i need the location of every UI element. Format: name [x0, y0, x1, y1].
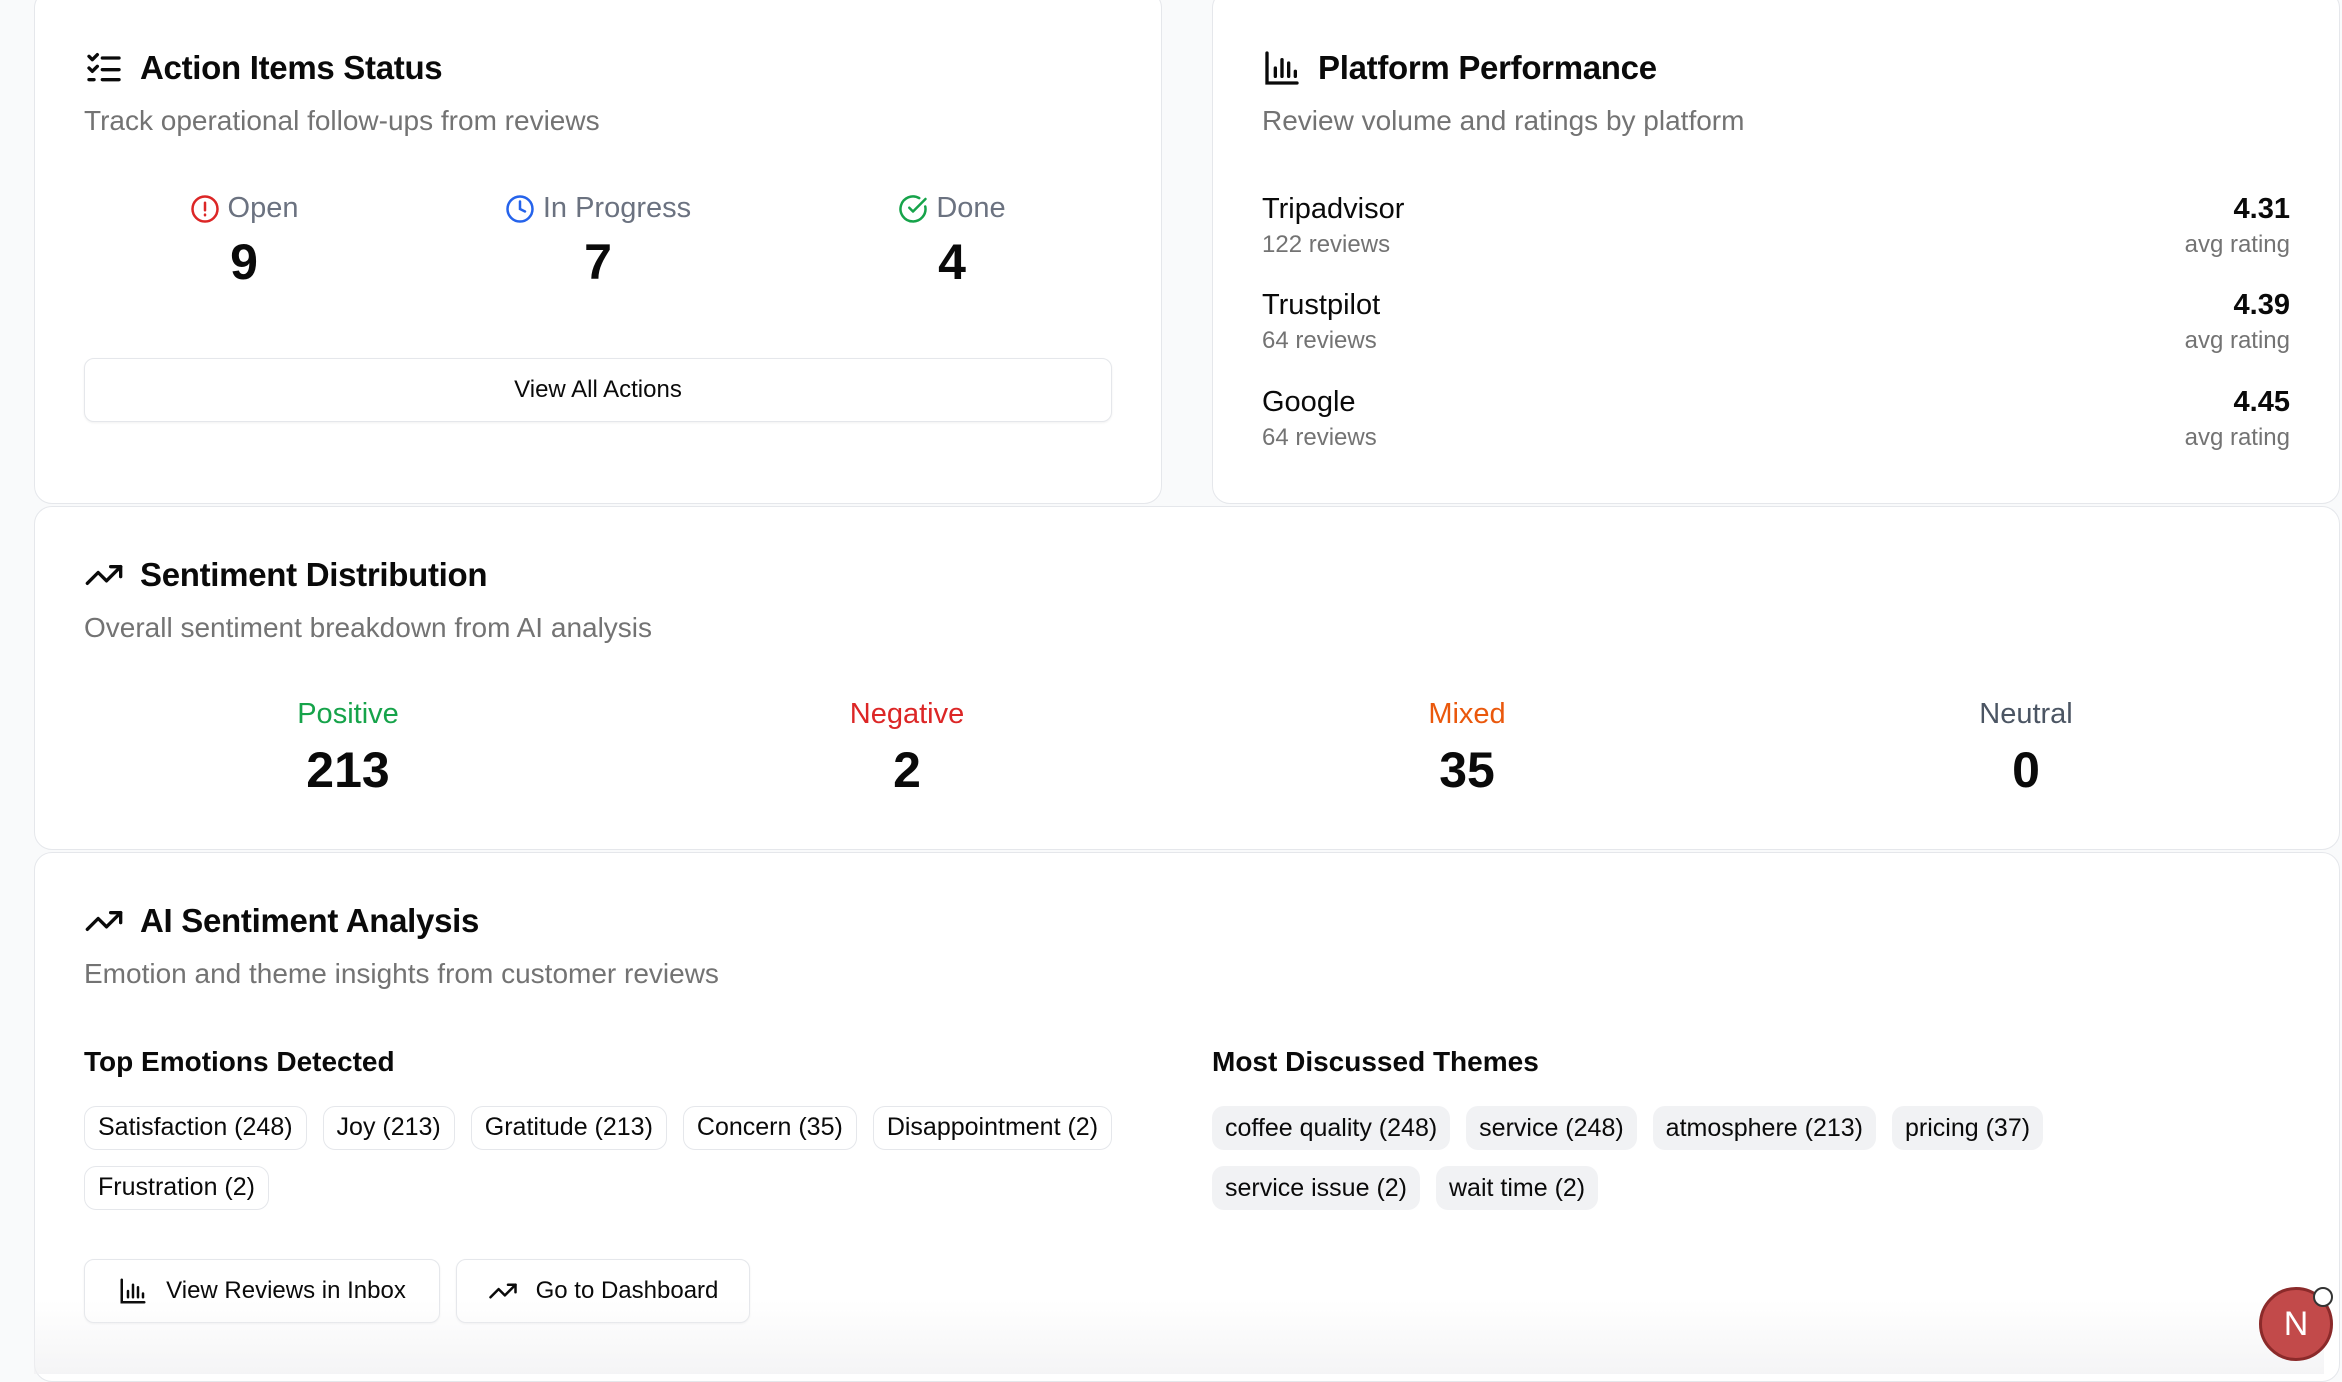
- clock-icon: [506, 194, 534, 223]
- platform-rating-label: avg rating: [2184, 424, 2290, 451]
- theme-chip: atmosphere (213): [1652, 1106, 1876, 1150]
- sentiment-distribution-card: [34, 506, 2340, 850]
- ai-sentiment-analysis-title: AI Sentiment Analysis: [84, 901, 479, 941]
- platform-review-count: 122 reviews: [1262, 231, 1391, 258]
- bar-chart-icon: [120, 1278, 146, 1304]
- theme-chip: service issue (2): [1212, 1166, 1420, 1210]
- sentiment-neutral-value: 0: [2012, 742, 2040, 798]
- view-all-actions-button[interactable]: View All Actions: [84, 358, 1112, 422]
- emotion-chip: Gratitude (213): [470, 1106, 667, 1150]
- list-checks-icon: [84, 48, 124, 88]
- sentiment-positive-label: Positive: [297, 698, 399, 730]
- stat-in-progress-value: 7: [584, 234, 612, 290]
- sentiment-negative-value: 2: [893, 742, 921, 798]
- platform-rating-label: avg rating: [2184, 231, 2290, 258]
- platform-review-count: 64 reviews: [1262, 327, 1377, 354]
- sentiment-mixed-value: 35: [1439, 742, 1495, 798]
- emotions-list: Satisfaction (248) Joy (213) Gratitude (…: [84, 1106, 1184, 1210]
- sentiment-distribution-title: Sentiment Distribution: [84, 555, 488, 595]
- ai-sentiment-analysis-subtitle: Emotion and theme insights from customer…: [84, 958, 719, 989]
- avatar-initial: N: [2283, 1304, 2309, 1343]
- avatar-status-dot: [2313, 1287, 2333, 1307]
- theme-chip: coffee quality (248): [1212, 1106, 1451, 1150]
- trending-up-icon: [84, 901, 124, 941]
- sentiment-negative-label: Negative: [849, 698, 965, 730]
- platform-performance-card: [1212, 0, 2340, 504]
- sentiment-distribution-subtitle: Overall sentiment breakdown from AI anal…: [84, 612, 653, 643]
- trending-up-icon: [488, 1283, 517, 1299]
- platform-name: Google: [1262, 386, 1356, 418]
- view-reviews-inbox-label: View Reviews in Inbox: [166, 1277, 406, 1304]
- check-circle-icon: [899, 194, 928, 223]
- action-items-title: Action Items Status: [84, 48, 443, 88]
- sentiment-positive-value: 213: [306, 742, 390, 798]
- platform-performance-title: Platform Performance: [1262, 48, 1657, 88]
- sentiment-neutral-label: Neutral: [1979, 698, 2073, 730]
- alert-circle-icon: [190, 194, 219, 223]
- emotions-heading: Top Emotions Detected: [84, 1046, 395, 1077]
- themes-list: coffee quality (248) service (248) atmos…: [1212, 1106, 2212, 1210]
- emotion-chip: Joy (213): [322, 1106, 455, 1150]
- stat-open: Open 9: [84, 192, 404, 291]
- theme-chip: wait time (2): [1436, 1166, 1599, 1210]
- platform-rating-label: avg rating: [2184, 327, 2290, 354]
- action-items-subtitle: Track operational follow-ups from review…: [84, 105, 600, 136]
- go-to-dashboard-button[interactable]: Go to Dashboard: [456, 1259, 750, 1323]
- platform-rating: 4.31: [2233, 193, 2290, 225]
- themes-heading: Most Discussed Themes: [1212, 1046, 1539, 1077]
- emotion-chip: Disappointment (2): [872, 1106, 1113, 1150]
- sentiment-mixed-label: Mixed: [1428, 698, 1506, 730]
- sentiment-mixed: Mixed 35: [1267, 698, 1667, 799]
- sentiment-negative: Negative 2: [707, 698, 1107, 799]
- emotion-chip: Satisfaction (248): [84, 1106, 307, 1150]
- stat-done-value: 4: [938, 234, 966, 290]
- stat-open-value: 9: [230, 234, 258, 290]
- go-to-dashboard-label: Go to Dashboard: [535, 1277, 719, 1304]
- emotion-chip: Frustration (2): [84, 1166, 269, 1210]
- sentiment-positive: Positive 213: [148, 698, 548, 799]
- emotion-chip: Concern (35): [682, 1106, 857, 1150]
- stat-done-label: Done: [936, 192, 1006, 224]
- trending-up-icon: [84, 555, 124, 595]
- sentiment-neutral: Neutral 0: [1826, 698, 2226, 799]
- platform-rating: 4.39: [2233, 289, 2290, 321]
- theme-chip: service (248): [1466, 1106, 1637, 1150]
- platform-review-count: 64 reviews: [1262, 424, 1377, 451]
- platform-name: Trustpilot: [1262, 289, 1381, 321]
- stat-done: Done 4: [792, 192, 1112, 291]
- platform-name: Tripadvisor: [1262, 193, 1405, 225]
- platform-rating: 4.45: [2233, 386, 2290, 418]
- view-all-actions-label: View All Actions: [514, 376, 682, 403]
- theme-chip: pricing (37): [1892, 1106, 2044, 1150]
- bar-chart-icon: [1262, 48, 1302, 88]
- stat-open-label: Open: [227, 192, 299, 224]
- platform-performance-subtitle: Review volume and ratings by platform: [1262, 105, 1745, 136]
- stat-in-progress: In Progress 7: [438, 192, 758, 291]
- stat-in-progress-label: In Progress: [542, 192, 692, 224]
- view-reviews-inbox-button[interactable]: View Reviews in Inbox: [84, 1259, 440, 1323]
